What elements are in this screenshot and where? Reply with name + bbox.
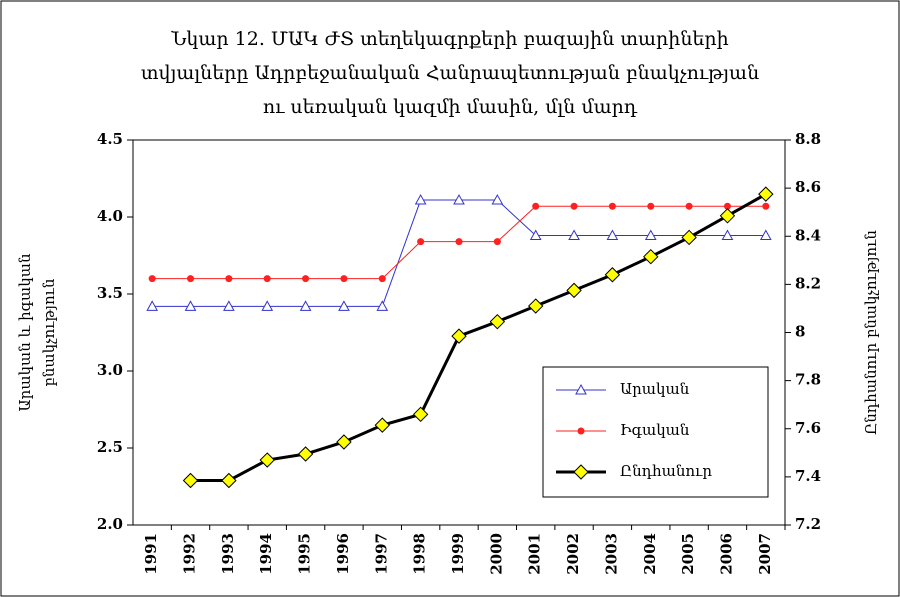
marker xyxy=(529,229,542,240)
marker xyxy=(532,202,540,210)
x-tick-label: 1999 xyxy=(449,533,467,575)
marker xyxy=(412,406,429,423)
marker xyxy=(577,427,585,435)
marker xyxy=(723,202,731,210)
marker xyxy=(225,275,233,283)
marker xyxy=(491,194,504,205)
marker xyxy=(414,194,427,205)
y2-tick-label: 8 xyxy=(795,323,805,341)
y-tick-label: 3.0 xyxy=(97,361,123,379)
marker xyxy=(187,275,195,283)
x-tick-label: 2007 xyxy=(756,533,774,575)
y2-tick-label: 8.4 xyxy=(795,226,821,244)
marker xyxy=(338,300,350,311)
marker xyxy=(221,472,237,489)
marker xyxy=(575,383,587,395)
marker xyxy=(374,417,391,433)
y2-axis-label: Ընդհանուր բնակչություն xyxy=(862,230,880,435)
marker xyxy=(608,202,616,210)
marker xyxy=(146,300,159,311)
marker xyxy=(376,300,389,311)
chart-title: տվյալները Ադրբեջանական Հանրապետության բն… xyxy=(141,62,759,84)
marker xyxy=(721,229,734,240)
legend-label: Ընդհանուր xyxy=(620,462,712,480)
y2-tick-label: 7.8 xyxy=(795,371,821,389)
chart-title: ու սեռական կազմի մասին, մլն մարդ xyxy=(263,96,638,118)
y2-tick-label: 8.8 xyxy=(795,130,821,148)
marker xyxy=(606,229,619,240)
marker xyxy=(643,248,659,265)
marker xyxy=(644,229,657,240)
marker xyxy=(451,328,467,344)
x-tick-label: 1994 xyxy=(257,533,275,575)
marker xyxy=(719,208,736,224)
marker xyxy=(573,464,589,480)
marker xyxy=(685,202,693,210)
legend-label: Արական xyxy=(620,380,690,398)
y-tick-label: 3.5 xyxy=(97,284,123,302)
marker xyxy=(299,300,312,311)
marker xyxy=(455,238,463,246)
x-tick-label: 2001 xyxy=(526,533,544,575)
legend-label: Իգական xyxy=(620,421,690,439)
marker xyxy=(489,313,506,330)
marker xyxy=(182,472,199,489)
marker xyxy=(148,275,156,283)
marker xyxy=(297,446,314,462)
marker xyxy=(378,275,386,283)
y-axis-label: Արական և իգական xyxy=(16,253,34,411)
y2-tick-label: 7.4 xyxy=(795,467,821,485)
x-tick-label: 2006 xyxy=(717,533,735,575)
series-line xyxy=(190,192,767,482)
x-tick-label: 1998 xyxy=(411,533,429,575)
marker xyxy=(493,238,501,246)
marker xyxy=(566,282,582,299)
marker xyxy=(184,300,197,311)
y-tick-label: 2.5 xyxy=(97,438,123,456)
marker xyxy=(758,186,774,202)
marker xyxy=(604,267,621,283)
marker xyxy=(261,300,274,311)
marker xyxy=(259,452,275,468)
y2-tick-label: 7.6 xyxy=(795,419,821,437)
x-tick-label: 1996 xyxy=(334,533,352,575)
y2-tick-label: 7.2 xyxy=(795,515,821,533)
y2-tick-label: 8.6 xyxy=(795,178,821,196)
y-tick-label: 4.5 xyxy=(97,130,123,148)
marker xyxy=(223,300,235,311)
marker xyxy=(570,202,578,210)
marker xyxy=(762,202,770,210)
x-tick-label: 2002 xyxy=(564,533,582,575)
marker xyxy=(417,238,425,246)
marker xyxy=(681,229,697,246)
y2-tick-label: 8.2 xyxy=(795,274,821,292)
marker xyxy=(302,275,310,283)
marker xyxy=(336,434,352,450)
marker xyxy=(527,298,544,314)
y-axis-label: բնակչություն xyxy=(40,278,58,386)
marker xyxy=(568,229,580,240)
marker xyxy=(340,275,348,283)
marker xyxy=(453,194,465,205)
x-tick-label: 1997 xyxy=(372,533,390,575)
y-tick-label: 4.0 xyxy=(97,207,123,225)
marker xyxy=(263,275,271,283)
x-tick-label: 2003 xyxy=(602,533,620,575)
x-tick-label: 1993 xyxy=(219,533,237,575)
x-tick-label: 1991 xyxy=(142,533,160,575)
x-tick-label: 1995 xyxy=(296,533,314,575)
x-tick-label: 2005 xyxy=(679,533,697,575)
y-tick-label: 2.0 xyxy=(97,515,123,533)
marker xyxy=(647,202,655,210)
x-tick-label: 2004 xyxy=(641,533,659,575)
marker xyxy=(759,229,772,240)
x-tick-label: 1992 xyxy=(181,533,199,575)
x-tick-label: 2000 xyxy=(487,533,505,575)
chart-title: Նկար 12. ՄԱԿ ԺՏ տեղեկագրքերի բազային տար… xyxy=(170,28,728,50)
